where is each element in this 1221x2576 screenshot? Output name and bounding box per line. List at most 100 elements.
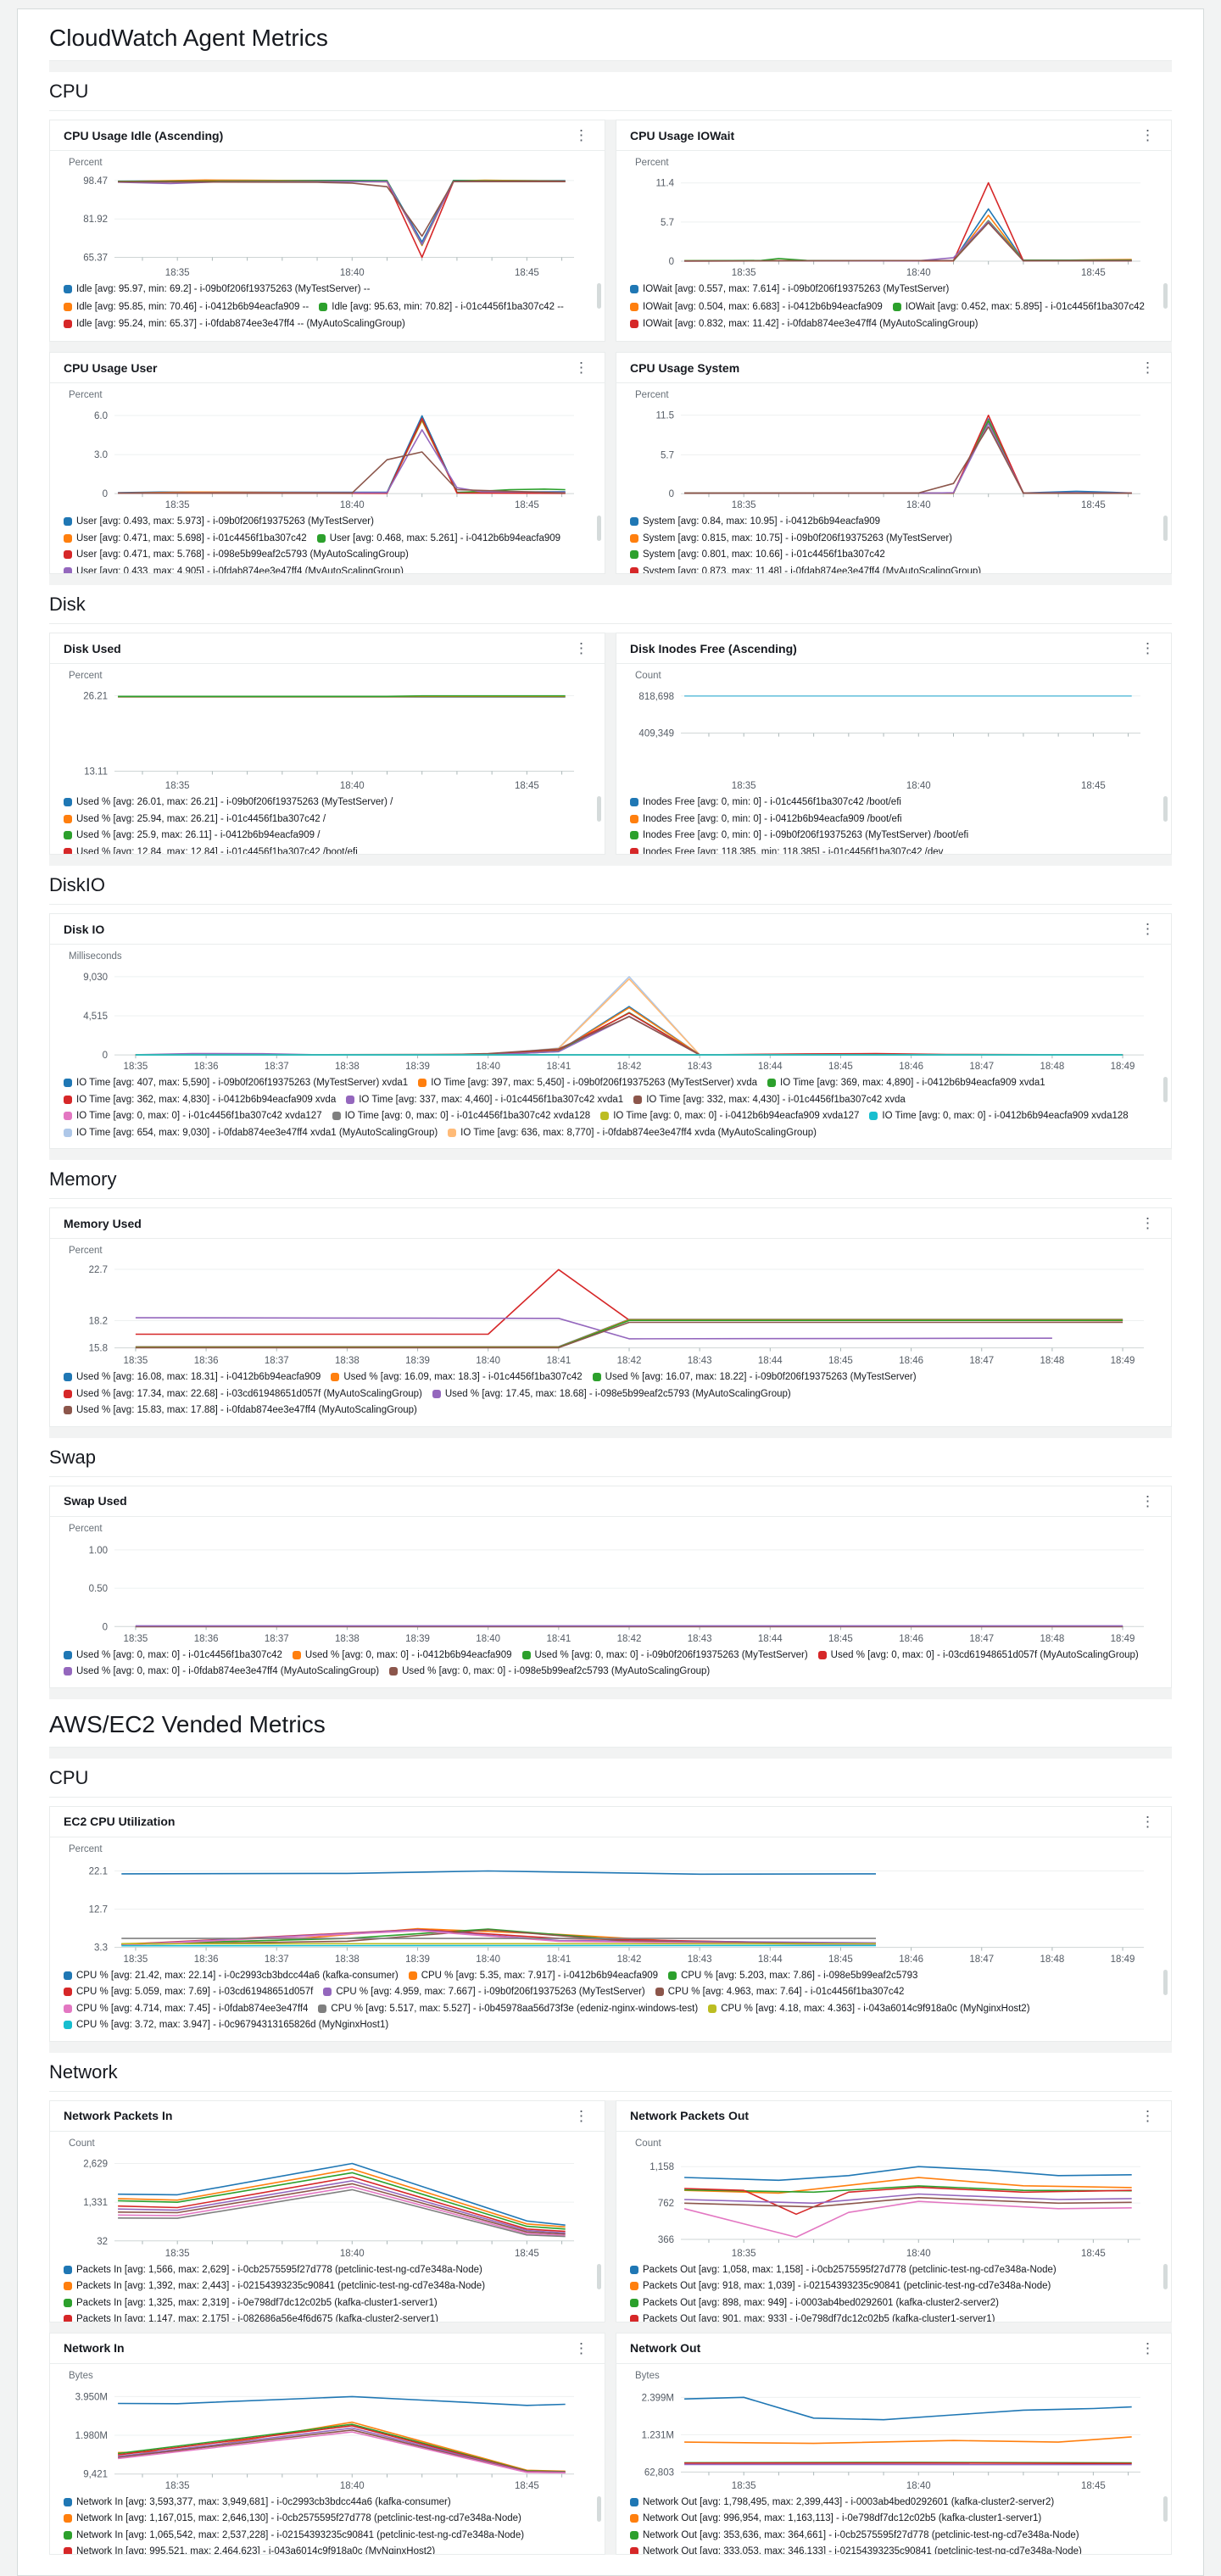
kebab-menu-icon[interactable]: ⋮ (1138, 360, 1157, 375)
legend-item[interactable]: Inodes Free [avg: 0, min: 0] - i-0412b6b… (630, 813, 902, 827)
kebab-menu-icon[interactable]: ⋮ (1138, 2109, 1157, 2123)
legend-item[interactable]: Used % [avg: 0, max: 0] - i-0fdab874ee3e… (64, 1665, 379, 1679)
legend-item[interactable]: Inodes Free [avg: 0, min: 0] - i-09b0f20… (630, 829, 968, 843)
kebab-menu-icon[interactable]: ⋮ (1138, 641, 1157, 655)
legend-item[interactable]: IO Time [avg: 0, max: 0] - i-01c4456f1ba… (332, 1110, 591, 1124)
legend-item[interactable]: CPU % [avg: 21.42, max: 22.14] - i-0c299… (64, 1970, 399, 1983)
legend-item[interactable]: Inodes Free [avg: 118,385, min: 118,385]… (630, 846, 943, 854)
legend-item[interactable]: CPU % [avg: 3.72, max: 3.947] - i-0c9679… (64, 2019, 388, 2032)
kebab-menu-icon[interactable]: ⋮ (1138, 2341, 1157, 2356)
legend-item[interactable]: User [avg: 0.471, max: 5.698] - i-01c445… (64, 532, 307, 546)
legend-item[interactable]: Packets In [avg: 1,392, max: 2,443] - i-… (64, 2280, 485, 2294)
legend-scrollbar[interactable] (1163, 2496, 1168, 2522)
legend-item[interactable]: User [avg: 0.468, max: 5.261] - i-0412b6… (317, 532, 560, 546)
legend-item[interactable]: CPU % [avg: 4.959, max: 7.667] - i-09b0f… (323, 1986, 644, 1999)
kebab-menu-icon[interactable]: ⋮ (571, 641, 591, 655)
legend-item[interactable]: Used % [avg: 0, max: 0] - i-09b0f206f193… (522, 1649, 808, 1663)
kebab-menu-icon[interactable]: ⋮ (571, 360, 591, 375)
legend-item[interactable]: CPU % [avg: 5.059, max: 7.69] - i-03cd61… (64, 1986, 313, 1999)
kebab-menu-icon[interactable]: ⋮ (1138, 922, 1157, 936)
legend-item[interactable]: User [avg: 0.493, max: 5.973] - i-09b0f2… (64, 516, 374, 529)
legend-scrollbar[interactable] (1163, 796, 1168, 822)
kebab-menu-icon[interactable]: ⋮ (1138, 1815, 1157, 1829)
kebab-menu-icon[interactable]: ⋮ (1138, 1216, 1157, 1230)
legend-item[interactable]: Used % [avg: 15.83, max: 17.88] - i-0fda… (64, 1404, 417, 1418)
legend-item[interactable]: IOWait [avg: 0.504, max: 6.683] - i-0412… (630, 301, 883, 315)
legend-item[interactable]: Inodes Free [avg: 0, min: 0] - i-01c4456… (630, 796, 901, 810)
legend-item[interactable]: Used % [avg: 0, max: 0] - i-01c4456f1ba3… (64, 1649, 282, 1663)
legend-item[interactable]: IO Time [avg: 654, max: 9,030] - i-0fdab… (64, 1127, 438, 1140)
legend-item[interactable]: IO Time [avg: 337, max: 4,460] - i-01c44… (346, 1094, 623, 1107)
legend-item[interactable]: IO Time [avg: 362, max: 4,830] - i-0412b… (64, 1094, 336, 1107)
legend-item[interactable]: CPU % [avg: 4.963, max: 7.64] - i-01c445… (655, 1986, 905, 1999)
legend-scrollbar[interactable] (1163, 516, 1168, 541)
legend-item[interactable]: System [avg: 0.815, max: 10.75] - i-09b0… (630, 532, 952, 546)
legend-scrollbar[interactable] (597, 2496, 601, 2522)
legend-item[interactable]: IO Time [avg: 0, max: 0] - i-01c4456f1ba… (64, 1110, 322, 1124)
legend-item[interactable]: Used % [avg: 0, max: 0] - i-0412b6b94eac… (293, 1649, 512, 1663)
legend-item[interactable]: Used % [avg: 25.94, max: 26.21] - i-01c4… (64, 813, 326, 827)
legend-item[interactable]: IO Time [avg: 407, max: 5,590] - i-09b0f… (64, 1077, 408, 1090)
kebab-menu-icon[interactable]: ⋮ (1138, 128, 1157, 142)
legend-item[interactable]: Network Out [avg: 1,798,495, max: 2,399,… (630, 2496, 1054, 2510)
legend-item[interactable]: Network In [avg: 1,065,542, max: 2,537,2… (64, 2529, 524, 2543)
legend-item[interactable]: Idle [avg: 95.24, min: 65.37] - i-0fdab8… (64, 318, 405, 332)
legend-item[interactable]: Idle [avg: 95.63, min: 70.82] - i-01c445… (319, 301, 564, 315)
legend-item[interactable]: Used % [avg: 16.09, max: 18.3] - i-01c44… (331, 1371, 582, 1385)
legend-item[interactable]: System [avg: 0.801, max: 10.66] - i-01c4… (630, 549, 885, 562)
legend-item[interactable]: Used % [avg: 17.34, max: 22.68] - i-03cd… (64, 1388, 422, 1402)
kebab-menu-icon[interactable]: ⋮ (571, 128, 591, 142)
legend-item[interactable]: Idle [avg: 95.85, min: 70.46] - i-0412b6… (64, 301, 309, 315)
legend-item[interactable]: Network Out [avg: 996,954, max: 1,163,11… (630, 2512, 1041, 2526)
legend-item[interactable]: Packets Out [avg: 918, max: 1,039] - i-0… (630, 2280, 1051, 2294)
legend-item[interactable]: IOWait [avg: 0.832, max: 11.42] - i-0fda… (630, 318, 978, 332)
kebab-menu-icon[interactable]: ⋮ (571, 2109, 591, 2123)
legend-item[interactable]: CPU % [avg: 4.18, max: 4.363] - i-043a60… (708, 2003, 1029, 2016)
legend-item[interactable]: Used % [avg: 26.01, max: 26.21] - i-09b0… (64, 796, 393, 810)
legend-item[interactable]: Packets In [avg: 1,566, max: 2,629] - i-… (64, 2264, 482, 2278)
legend-item[interactable]: Network In [avg: 995,521, max: 2,464,623… (64, 2545, 435, 2553)
legend-item[interactable]: IO Time [avg: 0, max: 0] - i-0412b6b94ea… (600, 1110, 859, 1124)
legend-item[interactable]: Used % [avg: 25.9, max: 26.11] - i-0412b… (64, 829, 320, 843)
legend-item[interactable]: Packets Out [avg: 898, max: 949] - i-000… (630, 2297, 999, 2311)
legend-item[interactable]: IOWait [avg: 0.452, max: 5.895] - i-01c4… (893, 301, 1145, 315)
legend-item[interactable]: User [avg: 0.471, max: 5.768] - i-098e5b… (64, 549, 409, 562)
legend-scrollbar[interactable] (1163, 2264, 1168, 2289)
legend-item[interactable]: CPU % [avg: 5.35, max: 7.917] - i-0412b6… (409, 1970, 658, 1983)
legend-item[interactable]: Used % [avg: 17.45, max: 18.68] - i-098e… (432, 1388, 791, 1402)
legend-item[interactable]: Packets Out [avg: 901, max: 933] - i-0e7… (630, 2313, 995, 2321)
legend-item[interactable]: Used % [avg: 0, max: 0] - i-098e5b99eaf2… (389, 1665, 710, 1679)
kebab-menu-icon[interactable]: ⋮ (1138, 1494, 1157, 1508)
legend-scrollbar[interactable] (597, 516, 601, 541)
legend-item[interactable]: CPU % [avg: 5.517, max: 5.527] - i-0b459… (318, 2003, 698, 2016)
legend-scrollbar[interactable] (597, 796, 601, 822)
legend-item[interactable]: IO Time [avg: 332, max: 4,430] - i-01c44… (633, 1094, 906, 1107)
legend-item[interactable]: Used % [avg: 16.07, max: 18.22] - i-09b0… (593, 1371, 917, 1385)
legend-item[interactable]: Network Out [avg: 353,636, max: 364,661]… (630, 2529, 1079, 2543)
legend-item[interactable]: Network In [avg: 1,167,015, max: 2,646,1… (64, 2512, 521, 2526)
legend-item[interactable]: Used % [avg: 0, max: 0] - i-03cd61948651… (818, 1649, 1139, 1663)
legend-scrollbar[interactable] (1163, 1970, 1168, 1995)
legend-item[interactable]: Packets In [avg: 1,325, max: 2,319] - i-… (64, 2297, 438, 2311)
legend-item[interactable]: User [avg: 0.433, max: 4.905] - i-0fdab8… (64, 566, 404, 573)
legend-scrollbar[interactable] (1163, 283, 1168, 309)
legend-item[interactable]: Packets In [avg: 1,147, max: 2,175] - i-… (64, 2313, 438, 2321)
legend-item[interactable]: System [avg: 0.84, max: 10.95] - i-0412b… (630, 516, 880, 529)
legend-item[interactable]: Network Out [avg: 333,053, max: 346,133]… (630, 2545, 1082, 2553)
legend-item[interactable]: IOWait [avg: 0.557, max: 7.614] - i-09b0… (630, 283, 949, 298)
legend-item[interactable]: IO Time [avg: 636, max: 8,770] - i-0fdab… (448, 1127, 817, 1140)
legend-item[interactable]: IO Time [avg: 369, max: 4,890] - i-0412b… (767, 1077, 1045, 1090)
